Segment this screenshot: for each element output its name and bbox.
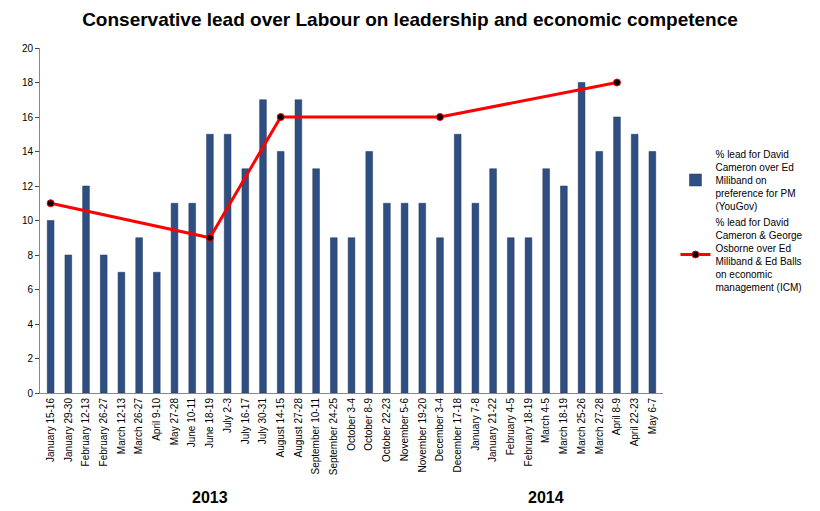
svg-text:2013: 2013 (192, 489, 228, 506)
svg-text:14: 14 (22, 146, 34, 157)
svg-text:February 18-19: February 18-19 (523, 398, 534, 467)
svg-text:Conservative lead over Labour: Conservative lead over Labour on leaders… (82, 9, 738, 30)
svg-text:February 4-5: February 4-5 (505, 398, 516, 456)
svg-text:% lead for DavidCameron & Geor: % lead for DavidCameron & GeorgeOsborne … (715, 217, 802, 293)
svg-text:August 14-15: August 14-15 (275, 398, 286, 458)
svg-text:January 7-8: January 7-8 (470, 398, 481, 451)
svg-text:April 22-23: April 22-23 (629, 398, 640, 447)
svg-text:February 12-13: February 12-13 (80, 398, 91, 467)
svg-text:November 5-6: November 5-6 (399, 398, 410, 462)
svg-text:March 27-28: March 27-28 (594, 398, 605, 455)
svg-text:% lead for DavidCameron over E: % lead for DavidCameron over EdMiliband … (715, 149, 795, 212)
svg-text:2014: 2014 (528, 489, 564, 506)
svg-text:February 26-27: February 26-27 (98, 398, 109, 467)
svg-text:6: 6 (27, 284, 33, 295)
svg-text:November 19-20: November 19-20 (417, 398, 428, 473)
svg-text:April 9-10: April 9-10 (151, 398, 162, 441)
svg-text:April 8-9: April 8-9 (611, 398, 622, 436)
svg-text:12: 12 (22, 181, 34, 192)
svg-text:16: 16 (22, 112, 34, 123)
svg-text:October 3-4: October 3-4 (346, 398, 357, 451)
svg-text:July 30-31: July 30-31 (257, 398, 268, 445)
svg-text:December 17-18: December 17-18 (452, 398, 463, 473)
svg-text:January 29-30: January 29-30 (63, 398, 74, 462)
svg-text:20: 20 (22, 43, 34, 54)
svg-text:May 6-7: May 6-7 (647, 398, 658, 435)
svg-text:10: 10 (22, 215, 34, 226)
svg-text:January 15-16: January 15-16 (45, 398, 56, 462)
svg-text:March 25-26: March 25-26 (576, 398, 587, 455)
svg-text:8: 8 (27, 250, 33, 261)
svg-text:March 12-13: March 12-13 (116, 398, 127, 455)
svg-text:May 27-28: May 27-28 (169, 398, 180, 446)
svg-text:September 24-25: September 24-25 (328, 398, 339, 476)
svg-text:0: 0 (27, 388, 33, 399)
svg-text:July 16-17: July 16-17 (240, 398, 251, 445)
svg-text:October 22-23: October 22-23 (381, 398, 392, 462)
svg-text:September 10-11: September 10-11 (310, 398, 321, 475)
svg-text:January 21-22: January 21-22 (487, 398, 498, 462)
svg-text:December 3-4: December 3-4 (434, 398, 445, 462)
svg-text:June 18-19: June 18-19 (204, 398, 215, 448)
svg-text:October 8-9: October 8-9 (363, 398, 374, 451)
svg-text:June 10-11: June 10-11 (186, 398, 197, 448)
svg-text:March 4-5: March 4-5 (540, 398, 551, 443)
svg-text:4: 4 (27, 319, 33, 330)
svg-text:March 18-19: March 18-19 (558, 398, 569, 455)
svg-text:2: 2 (27, 353, 33, 364)
svg-text:July 2-3: July 2-3 (222, 398, 233, 433)
svg-text:August 27-28: August 27-28 (293, 398, 304, 458)
svg-text:18: 18 (22, 77, 34, 88)
svg-text:March 26-27: March 26-27 (133, 398, 144, 455)
